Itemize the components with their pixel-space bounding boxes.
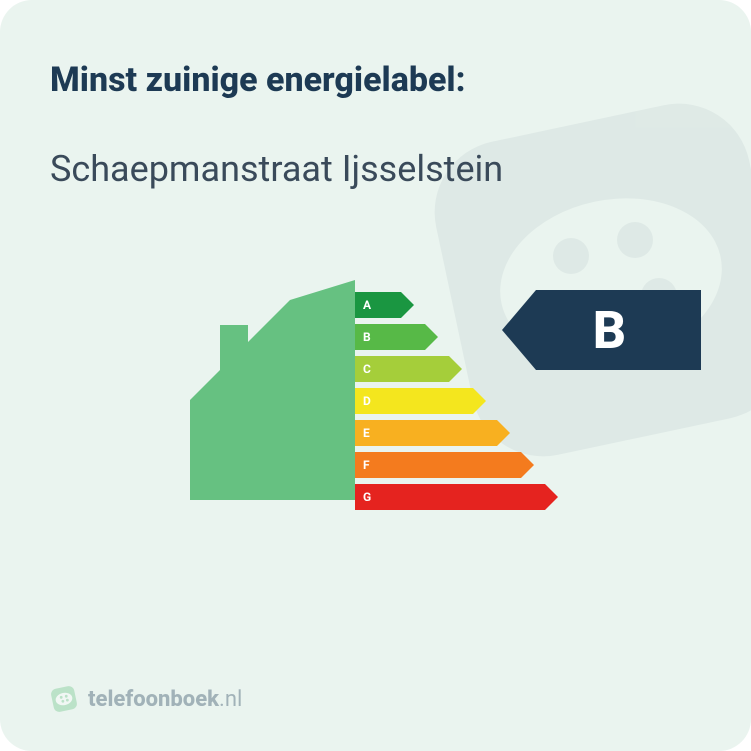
infographic-card: Minst zuinige energielabel: Schaepmanstr… <box>0 0 751 751</box>
result-badge: B <box>502 290 701 370</box>
content-area: Minst zuinige energielabel: Schaepmanstr… <box>0 0 751 751</box>
energy-bar-label: A <box>363 298 371 312</box>
house-icon <box>180 280 355 500</box>
result-badge-body: B <box>536 290 701 370</box>
energy-bar: F <box>355 452 558 478</box>
energy-bar-label: C <box>363 362 371 376</box>
energy-bar: G <box>355 484 558 510</box>
energy-bar-label: E <box>363 426 370 440</box>
energy-bar-label: G <box>363 490 371 504</box>
energy-bar: E <box>355 420 558 446</box>
energy-bar-label: B <box>363 330 371 344</box>
energy-bar: D <box>355 388 558 414</box>
energy-bar-label: F <box>363 458 370 472</box>
energy-bar-label: D <box>363 394 371 408</box>
subtitle: Schaepmanstraat Ijsselstein <box>50 148 701 190</box>
result-badge-arrow <box>502 290 536 370</box>
title: Minst zuinige energielabel: <box>50 60 701 100</box>
energy-label-chart: A B C D E F G B <box>50 260 701 560</box>
result-letter: B <box>593 300 626 361</box>
